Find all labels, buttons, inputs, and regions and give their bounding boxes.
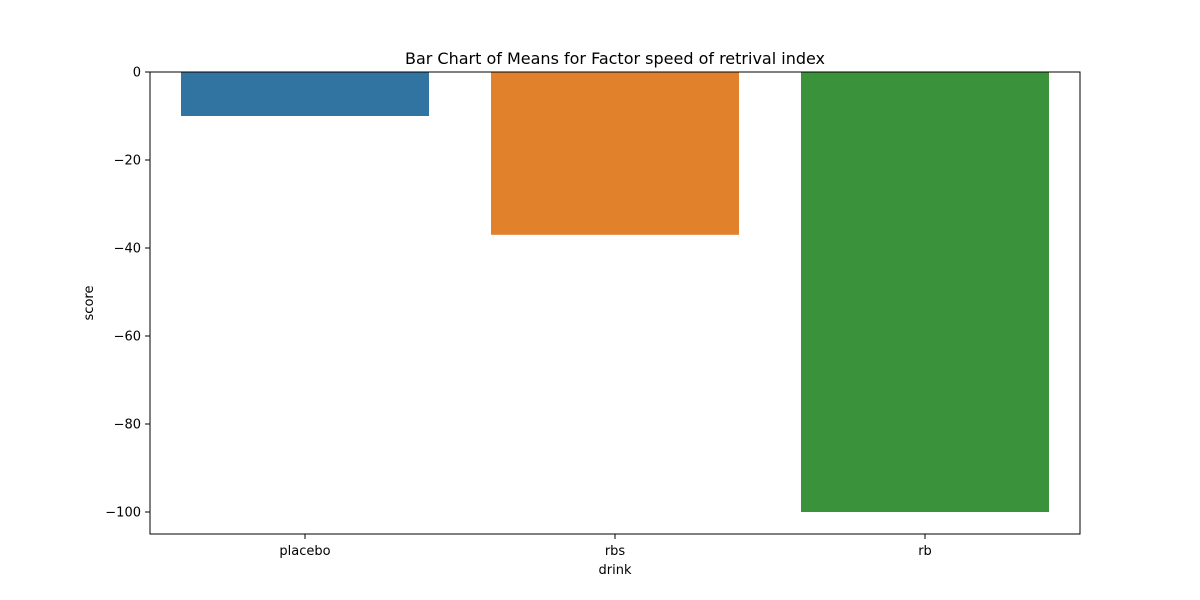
y-tick-label: 0 [133,66,141,81]
y-tick-label: −60 [114,330,141,345]
x-axis-label: drink [599,563,632,578]
y-tick-label: −20 [114,154,141,169]
x-tick-label: rb [918,544,932,559]
y-tick-label: −40 [114,242,141,257]
chart-title: Bar Chart of Means for Factor speed of r… [405,49,825,68]
bars-group [181,72,1049,512]
bar-rb [801,72,1049,512]
y-tick-label: −100 [105,506,141,521]
bar-placebo [181,72,429,116]
bar-rbs [491,72,739,235]
x-tick-label: rbs [605,544,626,559]
x-tick-label: placebo [279,544,330,559]
x-axis-ticks: placebo rbs rb [279,534,932,559]
y-axis-label: score [82,286,97,321]
y-axis-ticks: 0 −20 −40 −60 −80 −100 [105,66,150,521]
plot-frame [149,71,1081,535]
y-tick-label: −80 [114,418,141,433]
